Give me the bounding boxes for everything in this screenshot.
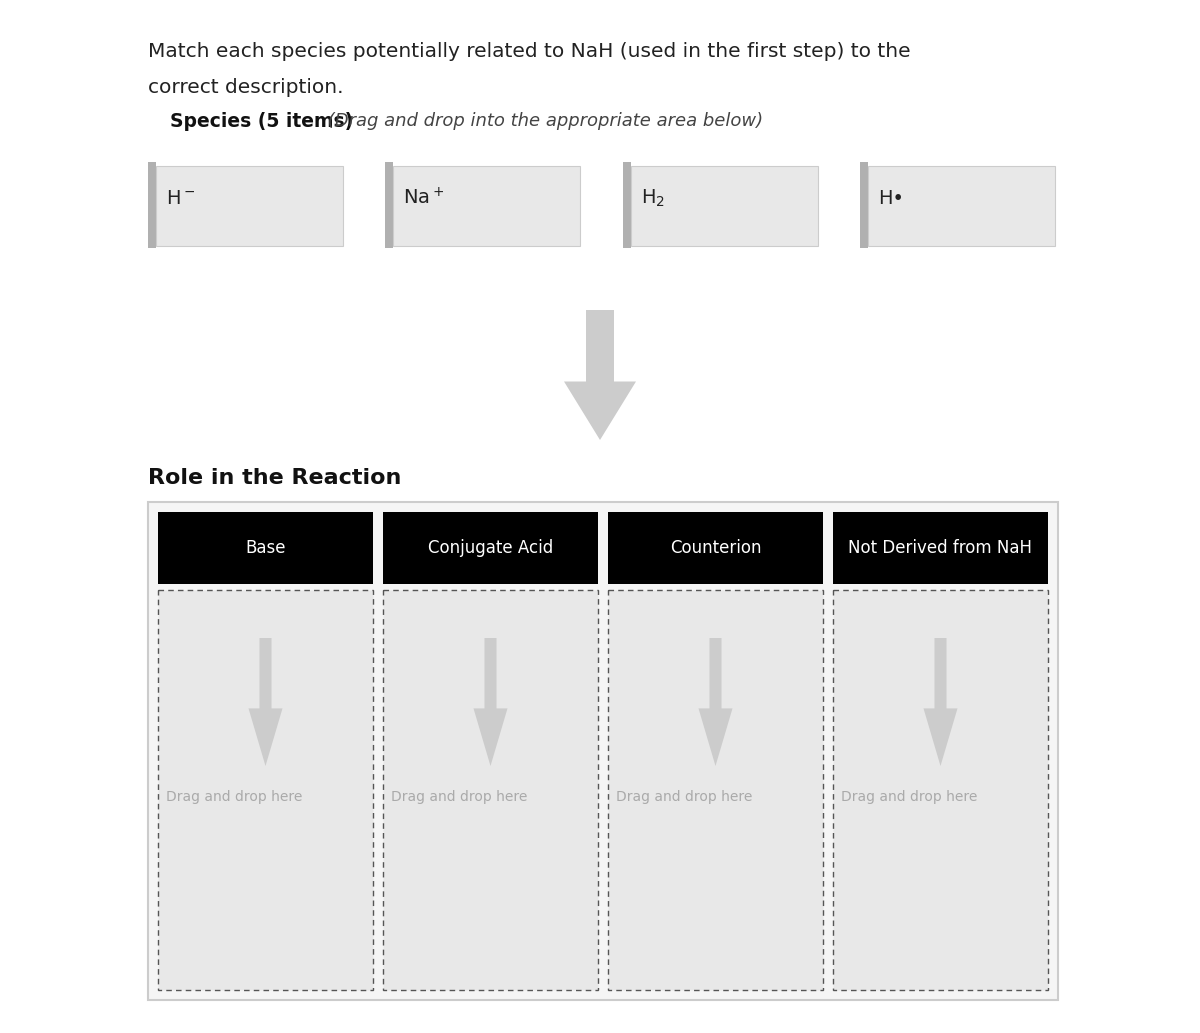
Polygon shape [474,638,508,766]
Text: Conjugate Acid: Conjugate Acid [428,539,553,557]
Text: (Drag and drop into the appropriate area below): (Drag and drop into the appropriate area… [322,112,763,130]
Text: Drag and drop here: Drag and drop here [391,790,527,804]
Bar [394,166,581,246]
Bar [860,162,868,248]
Text: correct description.: correct description. [148,79,343,97]
Bar [833,512,1048,584]
Text: Counterion: Counterion [670,539,761,557]
Bar [868,166,1055,246]
Text: H•: H• [878,189,904,208]
Text: Drag and drop here: Drag and drop here [166,790,302,804]
Bar [148,162,156,248]
Polygon shape [564,310,636,440]
Text: Species (5 items): Species (5 items) [170,112,353,131]
Bar [158,590,373,990]
Text: H$_2$: H$_2$ [641,187,665,209]
Text: Role in the Reaction: Role in the Reaction [148,468,401,488]
Polygon shape [924,638,958,766]
Bar [383,590,598,990]
Polygon shape [248,638,282,766]
Text: Match each species potentially related to NaH (used in the first step) to the: Match each species potentially related t… [148,42,911,61]
Text: Not Derived from NaH: Not Derived from NaH [848,539,1032,557]
Bar [833,590,1048,990]
Bar [148,502,1058,1000]
Bar [156,166,343,246]
Bar [608,590,823,990]
Text: H$^-$: H$^-$ [166,189,196,208]
Bar [383,512,598,584]
Bar [623,162,631,248]
Text: Drag and drop here: Drag and drop here [616,790,752,804]
Text: Base: Base [245,539,286,557]
Text: Drag and drop here: Drag and drop here [841,790,977,804]
Bar [158,512,373,584]
Bar [608,512,823,584]
Text: Na$^+$: Na$^+$ [403,187,445,209]
Bar [385,162,394,248]
Polygon shape [698,638,732,766]
Bar [631,166,817,246]
